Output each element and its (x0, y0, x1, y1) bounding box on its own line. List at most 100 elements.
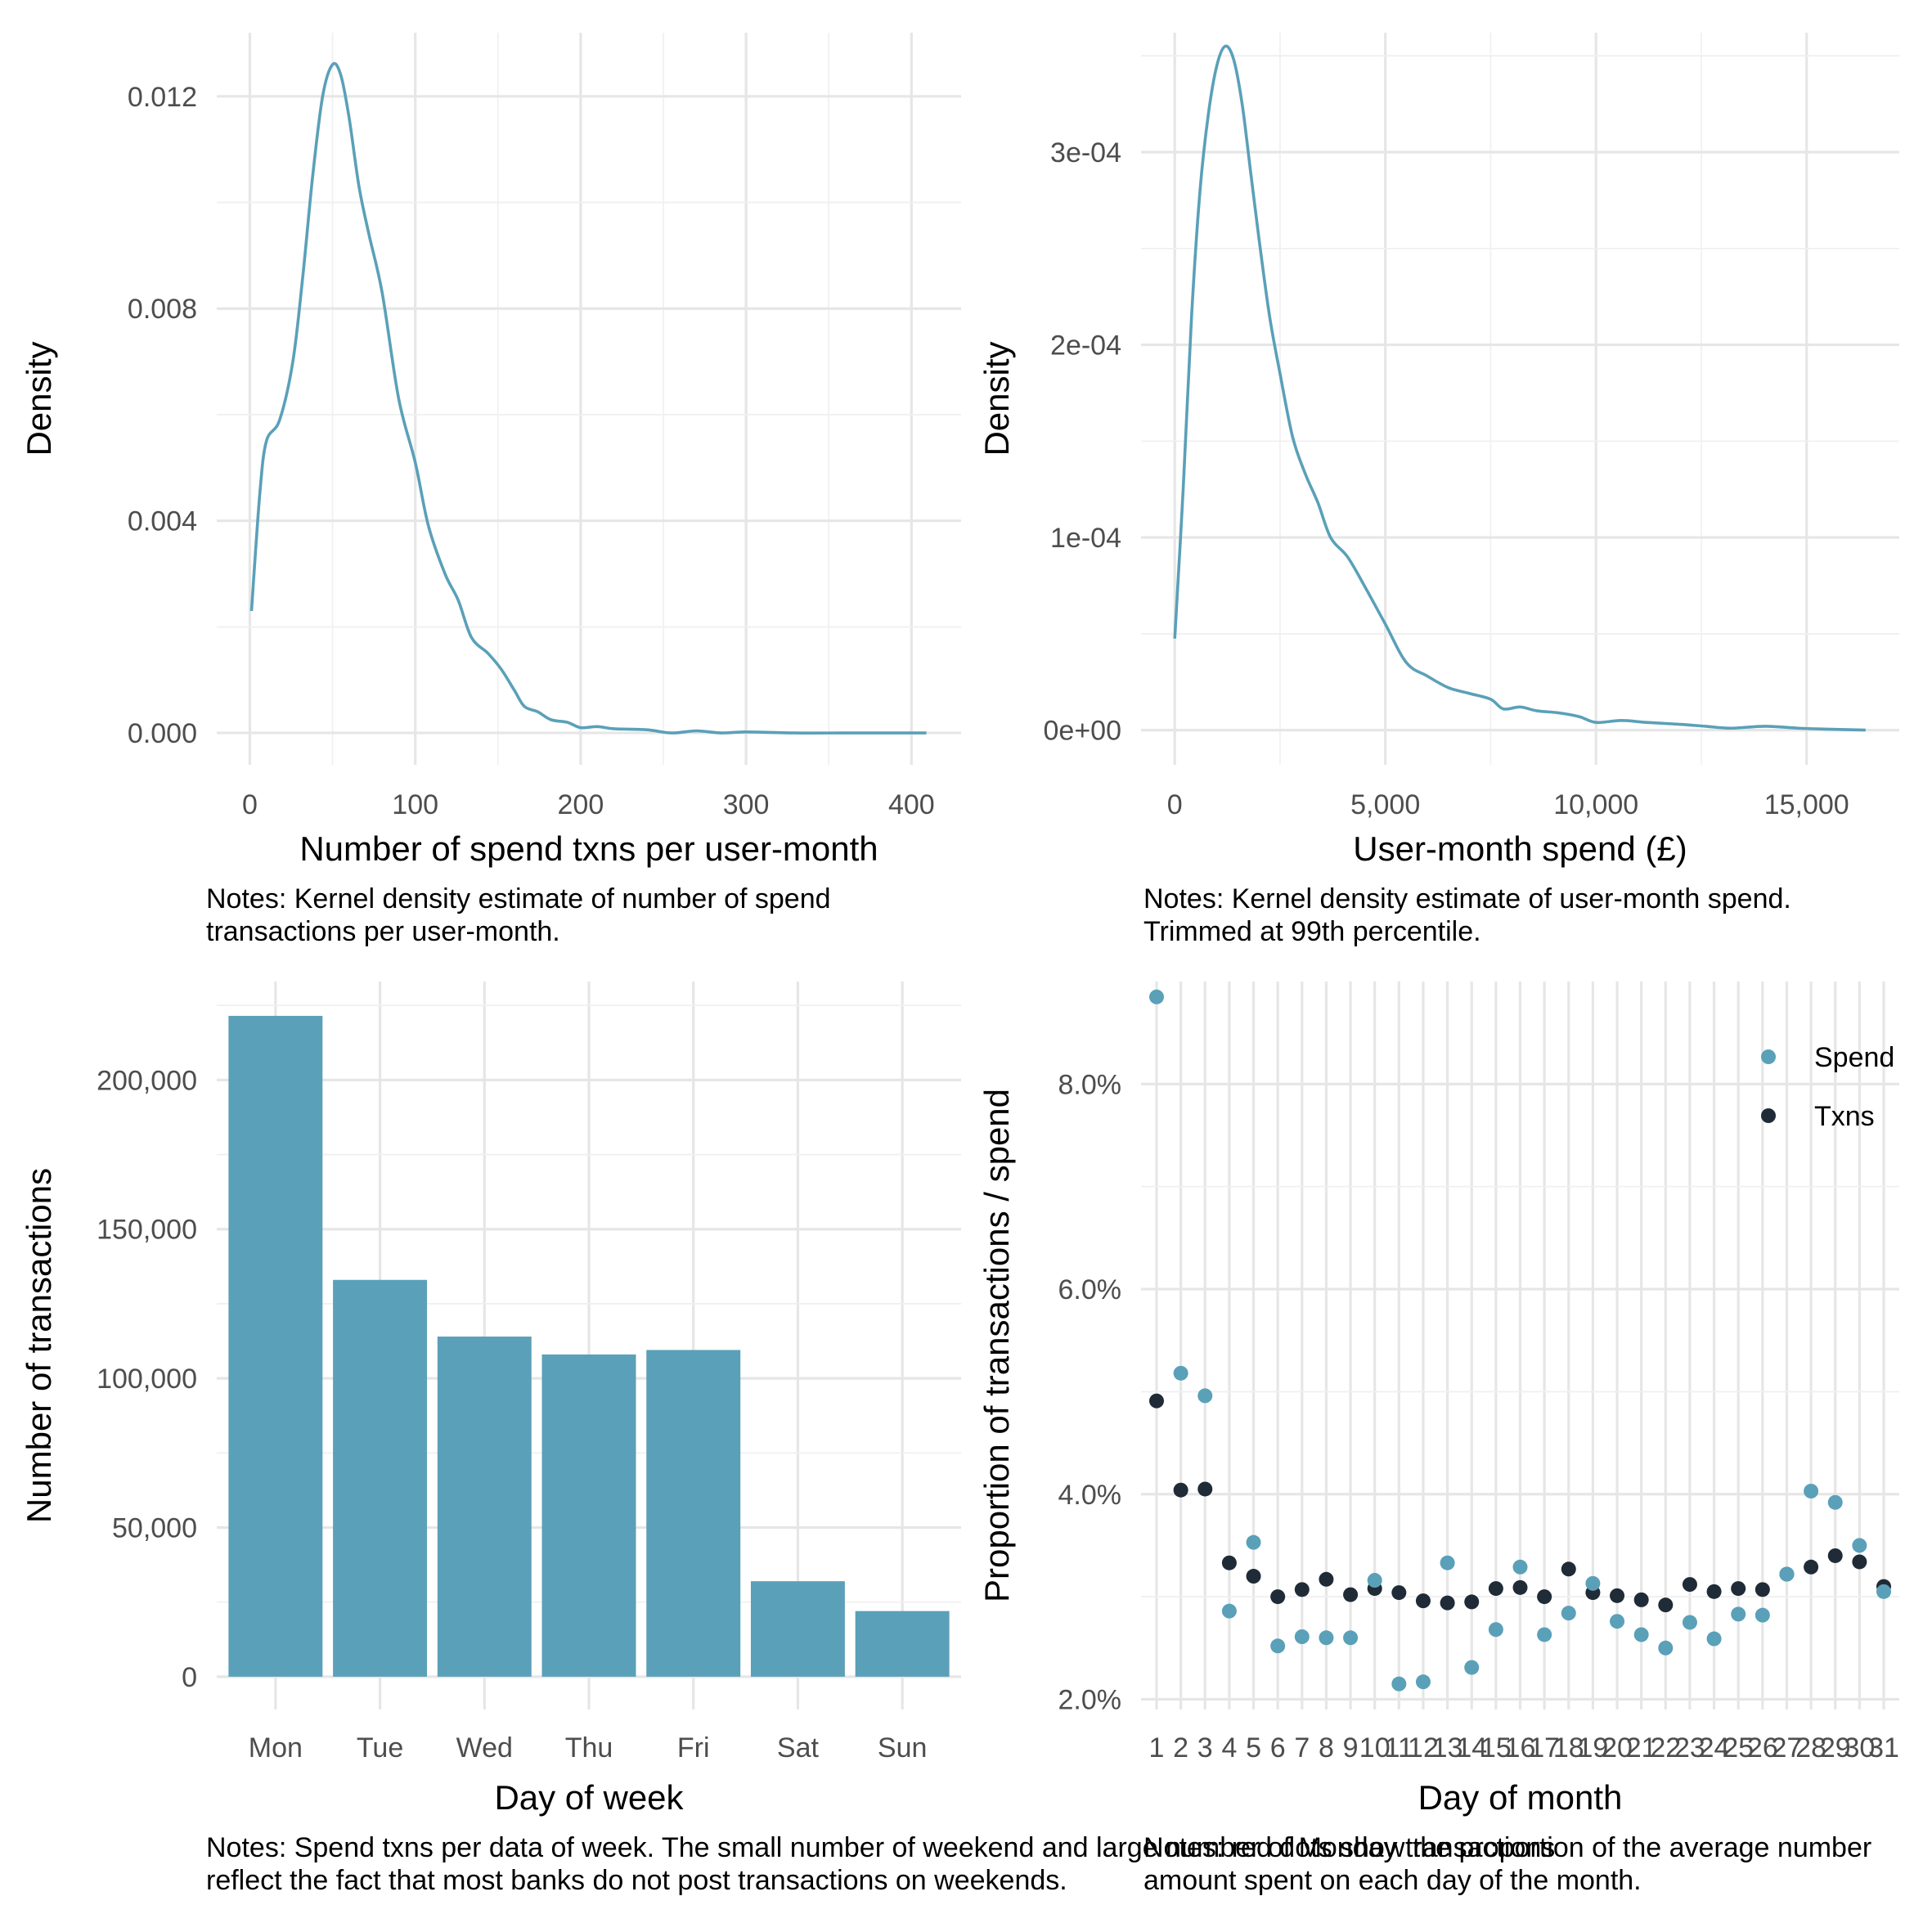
density-line (249, 61, 927, 735)
spend-point-day-24 (1706, 1631, 1722, 1647)
spend-point-day-16 (1512, 1559, 1528, 1575)
bar-tue (333, 1279, 428, 1677)
chart-txn-density: 0 100 200 300 400 0.000 0.004 0.008 0.012 Number … (20, 33, 961, 947)
txns-point-day-3 (1197, 1481, 1213, 1497)
x-tick-label: 28 (1795, 1732, 1826, 1764)
x-axis-title: Day of week (494, 1778, 684, 1817)
x-tick-label: Sun (878, 1732, 928, 1764)
x-tick-label: 10 (1359, 1732, 1391, 1764)
txns-point-day-2 (1173, 1482, 1188, 1498)
x-tick-label: 400 (888, 789, 935, 820)
x-tick-label: 6 (1270, 1732, 1286, 1764)
y-tick-label: 3e-04 (1050, 137, 1121, 168)
x-tick-label: 0 (242, 789, 258, 820)
bar-mon (228, 1015, 323, 1677)
x-tick-label: 31 (1868, 1732, 1899, 1764)
spend-point-day-27 (1779, 1566, 1795, 1582)
txns-point-day-6 (1270, 1589, 1286, 1605)
spend-point-day-18 (1561, 1606, 1576, 1621)
spend-point-day-14 (1464, 1660, 1480, 1675)
x-tick-label: Thu (565, 1732, 613, 1764)
txns-point-day-28 (1804, 1559, 1819, 1575)
x-tick-label: 14 (1456, 1732, 1487, 1764)
txns-point-day-22 (1658, 1597, 1674, 1613)
spend-point-day-19 (1585, 1575, 1601, 1591)
y-tick-label: 0.012 (128, 82, 197, 113)
legend-key-spend (1761, 1049, 1776, 1064)
x-tick-label: 24 (1699, 1732, 1730, 1764)
y-tick-label: 150,000 (97, 1215, 197, 1246)
spend-point-day-25 (1731, 1606, 1746, 1622)
txns-point-day-8 (1319, 1571, 1334, 1587)
chart-txns-by-weekday: Mon Tue Wed Thu Fri Sat Sun 0 50,000 100,000 150,0… (20, 982, 1555, 1896)
x-tick-label: 19 (1577, 1732, 1608, 1764)
spend-point-day-30 (1852, 1538, 1867, 1553)
x-tick-label: 100 (392, 789, 438, 820)
y-tick-label: 4.0% (1058, 1480, 1122, 1511)
spend-point-day-11 (1391, 1676, 1407, 1692)
spend-point-day-23 (1682, 1615, 1697, 1630)
x-tick-label: 10,000 (1553, 789, 1638, 820)
spend-point-day-3 (1197, 1388, 1213, 1404)
y-tick-label: 100,000 (97, 1364, 197, 1395)
chart-note: reflect the fact that most banks do not … (206, 1865, 1067, 1896)
spend-point-day-26 (1755, 1607, 1770, 1623)
x-tick-label: 27 (1772, 1732, 1803, 1764)
spend-point-day-10 (1367, 1573, 1382, 1588)
x-axis-title: User-month spend (£) (1353, 829, 1687, 868)
chart-share-by-day-of-month: 1 2 3 4 5 6 7 8 9 1011121314151617181920212223242… (977, 982, 1899, 1896)
txns-point-day-16 (1512, 1579, 1528, 1595)
spend-point-day-29 (1827, 1494, 1843, 1510)
legend-key-txns (1761, 1108, 1776, 1123)
chart-note: Notes: Kernel density estimate of number… (206, 883, 831, 914)
txns-point-day-7 (1294, 1582, 1310, 1597)
txns-point-day-24 (1706, 1584, 1722, 1599)
bar-thu (541, 1354, 636, 1677)
txns-point-day-18 (1561, 1561, 1576, 1577)
y-tick-label: 2.0% (1058, 1684, 1122, 1715)
x-tick-label: 15,000 (1764, 789, 1849, 820)
x-tick-label: 15 (1480, 1732, 1512, 1764)
txns-point-day-4 (1221, 1555, 1237, 1570)
y-tick-label: 0e+00 (1044, 716, 1122, 747)
x-tick-label: Fri (677, 1732, 710, 1764)
x-tick-label: 22 (1650, 1732, 1681, 1764)
y-tick-label: 0.008 (128, 294, 197, 325)
chart-note: Notes: red dots show the proportion of t… (1143, 1832, 1871, 1863)
x-tick-label: 16 (1505, 1732, 1536, 1764)
x-tick-label: Tue (357, 1732, 403, 1764)
y-tick-label: 200,000 (97, 1065, 197, 1096)
txns-point-day-1 (1149, 1393, 1164, 1409)
chart-note: amount spent on each day of the month. (1143, 1865, 1642, 1896)
x-tick-label: 23 (1674, 1732, 1705, 1764)
spend-point-day-9 (1343, 1630, 1359, 1646)
bar-fri (646, 1350, 741, 1677)
x-tick-label: 21 (1626, 1732, 1657, 1764)
txns-point-day-25 (1731, 1581, 1746, 1597)
y-tick-label: 2e-04 (1050, 330, 1121, 362)
x-tick-label: 17 (1529, 1732, 1560, 1764)
y-axis-title: Density (977, 341, 1016, 456)
chart-note: Trimmed at 99th percentile. (1143, 916, 1481, 947)
y-tick-label: 0 (182, 1662, 197, 1693)
y-tick-label: 50,000 (112, 1513, 197, 1544)
x-tick-label: 2 (1173, 1732, 1188, 1764)
x-tick-label: 25 (1723, 1732, 1754, 1764)
x-tick-label: 12 (1408, 1732, 1439, 1764)
spend-point-day-1 (1149, 989, 1164, 1004)
y-axis-title: Density (20, 341, 58, 456)
spend-point-day-12 (1415, 1674, 1431, 1690)
x-tick-label: 0 (1167, 789, 1183, 820)
y-tick-label: 0.000 (128, 718, 197, 749)
x-tick-label: 13 (1432, 1732, 1463, 1764)
spend-point-day-21 (1633, 1627, 1649, 1642)
txns-point-day-15 (1488, 1581, 1503, 1597)
chart-note: transactions per user-month. (206, 916, 560, 947)
x-tick-label: 26 (1747, 1732, 1778, 1764)
legend-label-txns: Txns (1814, 1101, 1875, 1132)
x-axis-title: Number of spend txns per user-month (299, 829, 878, 868)
x-tick-label: Wed (456, 1732, 513, 1764)
txns-point-day-26 (1755, 1582, 1770, 1597)
spend-point-day-17 (1537, 1627, 1552, 1642)
spend-point-day-5 (1246, 1534, 1261, 1550)
